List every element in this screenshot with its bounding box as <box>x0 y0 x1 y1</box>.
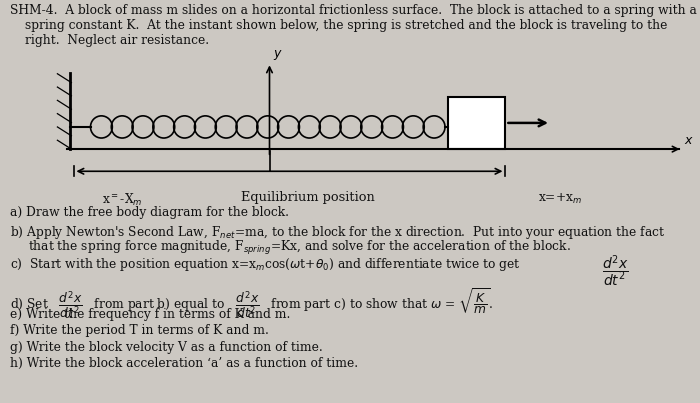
Text: b) Apply Newton's Second Law, F$_{net}$=ma, to the block for the x direction.  P: b) Apply Newton's Second Law, F$_{net}$=… <box>10 224 666 241</box>
Text: d) Set   $\dfrac{d^2x}{dt^2}$   from part b) equal to   $\dfrac{d^2x}{dt^2}$   f: d) Set $\dfrac{d^2x}{dt^2}$ from part b)… <box>10 286 493 320</box>
Text: x=+x$_m$: x=+x$_m$ <box>538 191 582 206</box>
Text: a) Draw the free body diagram for the block.: a) Draw the free body diagram for the bl… <box>10 206 290 218</box>
Text: y: y <box>273 48 281 60</box>
Text: g) Write the block velocity V as a function of time.: g) Write the block velocity V as a funct… <box>10 341 323 353</box>
Text: x: x <box>685 134 692 147</box>
Bar <box>448 97 505 149</box>
Text: $\dfrac{d^2x}{dt^2}$: $\dfrac{d^2x}{dt^2}$ <box>602 254 629 289</box>
Text: Equilibrium position: Equilibrium position <box>241 191 375 204</box>
Text: h) Write the block acceleration ‘a’ as a function of time.: h) Write the block acceleration ‘a’ as a… <box>10 357 358 370</box>
Text: right.  Neglect air resistance.: right. Neglect air resistance. <box>25 34 209 47</box>
Text: spring constant K.  At the instant shown below, the spring is stretched and the : spring constant K. At the instant shown … <box>25 19 667 32</box>
Text: that the spring force magnitude, F$_{spring}$=Kx, and solve for the acceleration: that the spring force magnitude, F$_{spr… <box>28 239 571 257</box>
Text: c)  Start with the position equation x=x$_m$cos($\omega$t+$\theta_0$) and differ: c) Start with the position equation x=x$… <box>10 256 522 273</box>
Text: SHM-4.  A block of mass m slides on a horizontal frictionless surface.  The bloc: SHM-4. A block of mass m slides on a hor… <box>10 4 697 17</box>
Text: e) Write the frequency f in terms of K and m.: e) Write the frequency f in terms of K a… <box>10 308 291 321</box>
Text: f) Write the period T in terms of K and m.: f) Write the period T in terms of K and … <box>10 324 270 337</box>
Text: x$^=$-X$_m$: x$^=$-X$_m$ <box>102 191 143 208</box>
